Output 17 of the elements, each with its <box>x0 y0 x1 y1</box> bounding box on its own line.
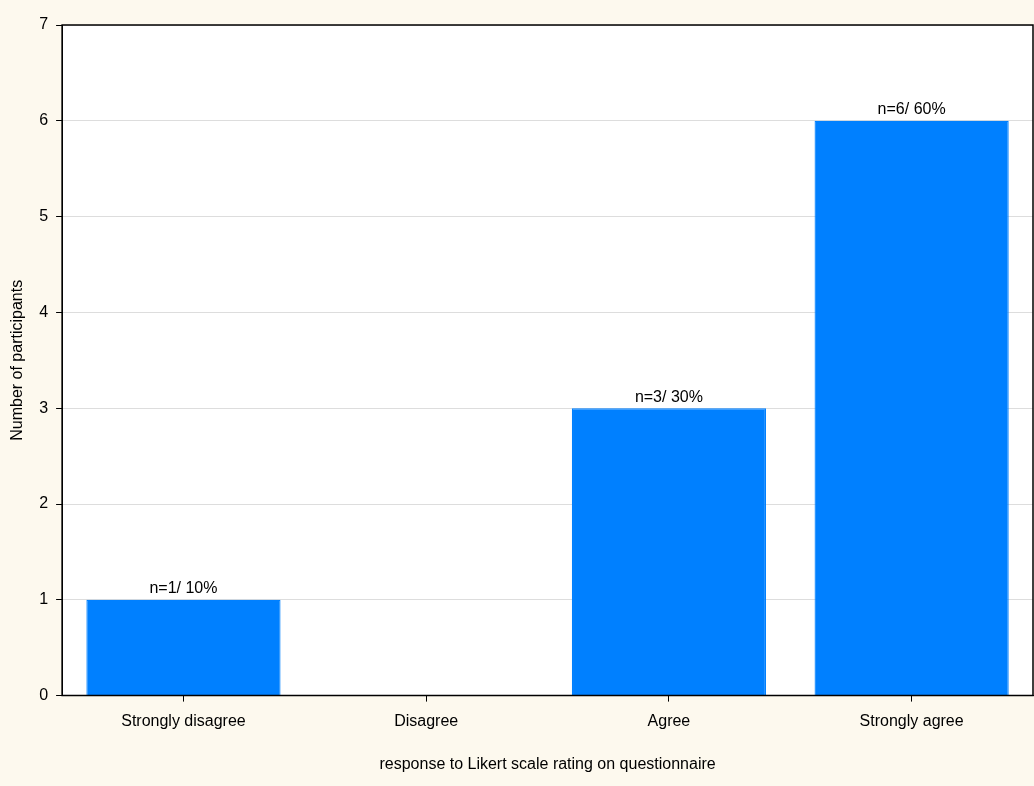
x-tick-label: Strongly agree <box>859 711 964 729</box>
y-tick-label: 4 <box>39 302 49 320</box>
y-axis-title: Number of participants <box>8 279 26 441</box>
x-tick-label: Disagree <box>394 711 459 729</box>
y-tick-label: 7 <box>39 15 49 33</box>
y-tick-label: 5 <box>39 207 49 225</box>
y-tick-label: 2 <box>39 494 49 512</box>
x-tick-label: Strongly disagree <box>121 711 246 729</box>
x-tick-label: Agree <box>647 711 691 729</box>
y-tick-label: 0 <box>39 686 49 704</box>
data-label: n=1/ 10% <box>149 579 218 597</box>
x-axis-title: response to Likert scale rating on questionnaire <box>379 754 716 772</box>
data-label: n=3/ 30% <box>634 387 703 405</box>
data-label: n=6/ 60% <box>877 100 946 118</box>
y-tick-label: 1 <box>39 590 49 608</box>
y-tick-label: 3 <box>39 398 49 416</box>
y-tick-label: 6 <box>39 111 49 129</box>
